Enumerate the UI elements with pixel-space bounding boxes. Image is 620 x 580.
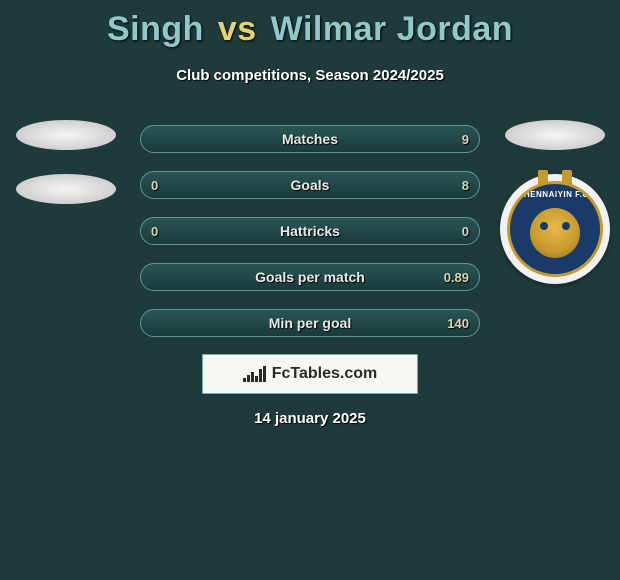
- player2-club-logo: CHENNAIYIN F.C.: [500, 174, 610, 284]
- chart-bar: [251, 372, 254, 382]
- stat-right-value: 0.89: [444, 270, 469, 285]
- chart-bar: [247, 375, 250, 382]
- stat-right-value: 8: [462, 178, 469, 193]
- stats-table: Matches 9 0 Goals 8 0 Hattricks 0 Goals per matc…: [140, 125, 480, 355]
- stat-right-value: 0: [462, 224, 469, 239]
- club-badge: CHENNAIYIN F.C.: [507, 181, 603, 277]
- chart-bar: [259, 369, 262, 382]
- club-name: CHENNAIYIN F.C.: [510, 190, 600, 199]
- player1-name: Singh: [107, 10, 204, 48]
- date-text: 14 january 2025: [0, 410, 620, 427]
- stat-label: Goals per match: [255, 269, 365, 285]
- stat-row: Goals per match 0.89: [140, 263, 480, 291]
- vs-text: vs: [218, 10, 257, 48]
- page-title: Singh vs Wilmar Jordan: [0, 0, 620, 49]
- player1-club-placeholder: [16, 174, 116, 204]
- player1-avatar-placeholder: [16, 120, 116, 150]
- stat-row: 0 Hattricks 0: [140, 217, 480, 245]
- right-avatars: CHENNAIYIN F.C.: [497, 120, 612, 284]
- stat-right-value: 140: [447, 316, 469, 331]
- chart-bar: [255, 376, 258, 382]
- left-avatars: [8, 120, 123, 228]
- stat-left-value: 0: [151, 178, 158, 193]
- chart-bar: [263, 366, 266, 382]
- brand-text: FcTables.com: [272, 365, 378, 383]
- bar-chart-icon: [243, 366, 266, 382]
- club-mascot-icon: [530, 208, 580, 258]
- stat-right-value: 9: [462, 132, 469, 147]
- brand-box: FcTables.com: [202, 354, 418, 394]
- chart-bar: [243, 378, 246, 382]
- stat-row: 0 Goals 8: [140, 171, 480, 199]
- player2-name: Wilmar Jordan: [271, 10, 513, 48]
- stat-label: Matches: [282, 131, 338, 147]
- stat-row: Matches 9: [140, 125, 480, 153]
- player2-avatar-placeholder: [505, 120, 605, 150]
- stat-row: Min per goal 140: [140, 309, 480, 337]
- subtitle: Club competitions, Season 2024/2025: [0, 67, 620, 84]
- stat-left-value: 0: [151, 224, 158, 239]
- stat-label: Goals: [291, 177, 330, 193]
- stat-label: Hattricks: [280, 223, 340, 239]
- stat-label: Min per goal: [269, 315, 351, 331]
